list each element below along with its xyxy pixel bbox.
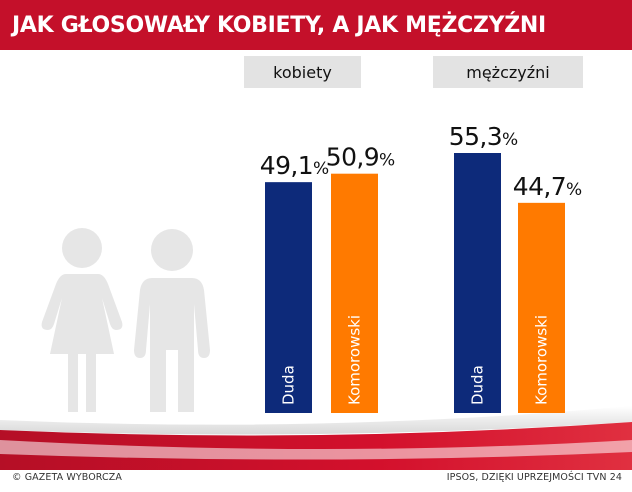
bar-komorowski-men bbox=[518, 202, 565, 413]
header-bar: JAK GŁOSOWAŁY KOBIETY, A JAK MĘŻCZYŹNI bbox=[0, 0, 632, 50]
value-label: 55,3% bbox=[449, 122, 518, 151]
value-unit: % bbox=[502, 130, 518, 150]
category-label-men: mężczyźni bbox=[433, 56, 583, 88]
value-label: 44,7% bbox=[513, 172, 582, 201]
bar-duda-men bbox=[454, 153, 501, 413]
man-icon bbox=[134, 229, 210, 412]
value-number: 55,3 bbox=[449, 122, 502, 151]
value-number: 44,7 bbox=[513, 172, 566, 201]
value-label: 49,1% bbox=[260, 151, 329, 180]
value-number: 50,9 bbox=[326, 143, 379, 172]
value-unit: % bbox=[379, 151, 395, 171]
decorative-swoosh bbox=[0, 406, 632, 470]
bar-series-label: Komorowski bbox=[533, 315, 551, 405]
value-number: 49,1 bbox=[260, 151, 313, 180]
value-label: 50,9% bbox=[326, 143, 395, 172]
page-title: JAK GŁOSOWAŁY KOBIETY, A JAK MĘŻCZYŹNI bbox=[12, 12, 546, 38]
bar-duda-women bbox=[265, 182, 312, 413]
bar-series-label: Duda bbox=[469, 365, 487, 405]
woman-and-man-icon bbox=[41, 228, 210, 412]
footer-source: IPSOS, DZIĘKI UPRZEJMOŚCI TVN 24 bbox=[446, 472, 622, 483]
value-unit: % bbox=[313, 159, 329, 179]
bar-series-label: Duda bbox=[280, 365, 298, 405]
bar-komorowski-women bbox=[331, 173, 378, 413]
footer-copyright: © GAZETA WYBORCZA bbox=[12, 472, 122, 483]
category-label-women: kobiety bbox=[244, 56, 361, 88]
bar-series-label: Komorowski bbox=[346, 315, 364, 405]
woman-icon bbox=[41, 228, 123, 412]
value-unit: % bbox=[566, 180, 582, 200]
